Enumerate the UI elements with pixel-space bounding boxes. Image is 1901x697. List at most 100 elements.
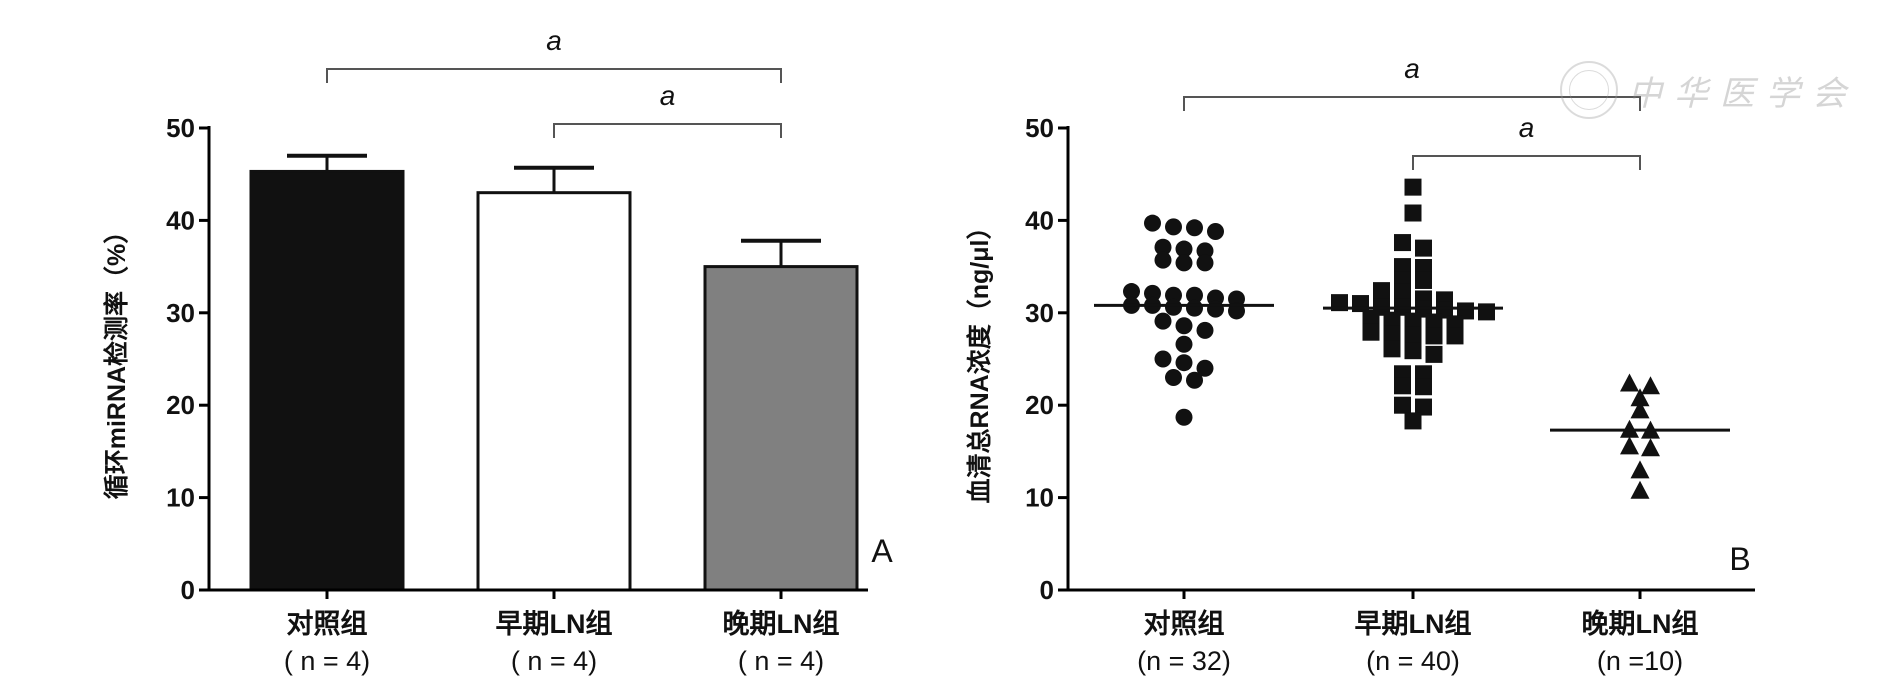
data-point-circle	[1175, 240, 1193, 258]
data-point-square	[1404, 178, 1422, 196]
data-point-circle	[1196, 242, 1214, 260]
y-tick-label: 0	[181, 575, 195, 605]
x-category-label: 晚期LN组	[1582, 608, 1699, 639]
y-tick-label: 40	[166, 205, 195, 235]
data-point-circle	[1228, 290, 1245, 308]
data-point-circle	[1123, 283, 1140, 301]
data-point-circle	[1154, 251, 1172, 269]
x-group-size-label: ( n = 4)	[511, 646, 597, 676]
data-point-square	[1425, 313, 1443, 331]
data-point-circle	[1175, 254, 1193, 272]
data-point-square	[1383, 325, 1401, 343]
y-tick-label: 20	[1025, 390, 1054, 420]
data-point-square	[1415, 271, 1432, 289]
data-point-square	[1404, 326, 1422, 344]
x-group-size-label: (n = 32)	[1137, 646, 1231, 676]
significance-bracket	[1183, 96, 1641, 111]
data-point-circle	[1175, 335, 1193, 353]
data-point-circle	[1186, 286, 1203, 304]
data-point-square	[1394, 234, 1411, 252]
data-point-triangle	[1630, 480, 1650, 499]
data-point-triangle	[1641, 438, 1660, 457]
significance-label: a	[1519, 112, 1535, 143]
data-point-square	[1394, 396, 1411, 414]
data-point-square	[1404, 412, 1422, 430]
data-point-triangle	[1630, 460, 1650, 479]
data-point-circle	[1154, 312, 1172, 330]
data-point-circle	[1165, 286, 1182, 304]
data-point-square	[1394, 283, 1411, 301]
significance-bracket	[1412, 155, 1641, 170]
x-category-label: 对照组	[287, 608, 368, 639]
watermark: 中华医学会	[1560, 60, 1858, 120]
data-point-square	[1394, 377, 1411, 395]
data-point-square	[1404, 312, 1422, 330]
data-point-square	[1373, 282, 1390, 300]
x-category-label: 晚期LN组	[723, 608, 840, 639]
data-point-circle	[1196, 254, 1214, 272]
data-point-square	[1362, 323, 1380, 341]
significance-label: a	[1404, 53, 1420, 84]
significance-label: a	[546, 25, 562, 56]
y-tick-label: 10	[1025, 483, 1054, 513]
y-axis-title: 血清总RNA浓度（ng/μl）	[965, 215, 994, 504]
data-point-square	[1415, 398, 1432, 416]
data-point-square	[1415, 239, 1432, 257]
significance-label: a	[660, 80, 676, 111]
x-category-label: 对照组	[1144, 608, 1225, 639]
data-point-square	[1478, 303, 1495, 321]
data-point-circle	[1196, 321, 1214, 339]
data-point-square	[1425, 345, 1443, 363]
y-tick-label: 20	[166, 390, 195, 420]
data-point-triangle	[1620, 373, 1639, 392]
data-point-square	[1446, 327, 1464, 345]
data-point-circle	[1186, 299, 1203, 317]
data-point-square	[1394, 258, 1411, 276]
data-point-circle	[1196, 359, 1214, 377]
x-group-size-label: (n =10)	[1597, 646, 1683, 676]
y-tick-label: 10	[166, 483, 195, 513]
data-point-circle	[1186, 219, 1203, 237]
y-tick-label: 40	[1025, 205, 1054, 235]
data-point-triangle	[1630, 388, 1650, 407]
data-point-square	[1383, 340, 1401, 358]
bar	[703, 265, 859, 592]
data-point-circle	[1154, 350, 1172, 368]
x-category-label: 早期LN组	[496, 608, 613, 639]
panel-b-scatter-chart: 0 10 20 30 40 50 对照组 (n = 32) 早期LN组 (n = 40) 晚期LN组…	[965, 53, 1755, 676]
significance-bracket	[326, 68, 782, 83]
data-point-circle	[1175, 408, 1193, 426]
data-point-circle	[1186, 371, 1203, 389]
data-point-circle	[1207, 222, 1224, 240]
x-group-size-label: ( n = 4)	[738, 646, 824, 676]
data-point-square	[1404, 342, 1422, 360]
data-point-circle	[1144, 214, 1161, 232]
data-point-square	[1415, 259, 1432, 277]
panel-a-bar-chart: 0 10 20 30 40 50 对照组 ( n = 4) 早期LN组 ( n = 4) 晚期LN组…	[102, 25, 893, 676]
data-point-triangle	[1641, 376, 1660, 395]
x-group-size-label: ( n = 4)	[284, 646, 370, 676]
data-point-circle	[1165, 368, 1182, 386]
bar	[476, 191, 632, 592]
data-point-circle	[1165, 218, 1182, 236]
bar	[249, 169, 405, 592]
y-tick-label: 30	[166, 298, 195, 328]
data-point-square	[1383, 311, 1401, 329]
y-tick-label: 50	[1025, 113, 1054, 143]
data-point-circle	[1165, 298, 1182, 316]
data-point-circle	[1154, 238, 1172, 256]
y-tick-label: 50	[166, 113, 195, 143]
data-point-triangle	[1630, 400, 1650, 419]
x-category-label: 早期LN组	[1355, 608, 1472, 639]
y-tick-label: 30	[1025, 298, 1054, 328]
data-point-square	[1415, 378, 1432, 396]
panel-label: A	[871, 533, 893, 569]
data-point-circle	[1175, 354, 1193, 372]
data-point-square	[1362, 309, 1380, 327]
panel-label: B	[1729, 541, 1750, 577]
data-point-square	[1425, 327, 1443, 345]
y-tick-label: 0	[1040, 575, 1054, 605]
data-point-circle	[1175, 317, 1193, 335]
data-point-circle	[1144, 284, 1161, 302]
